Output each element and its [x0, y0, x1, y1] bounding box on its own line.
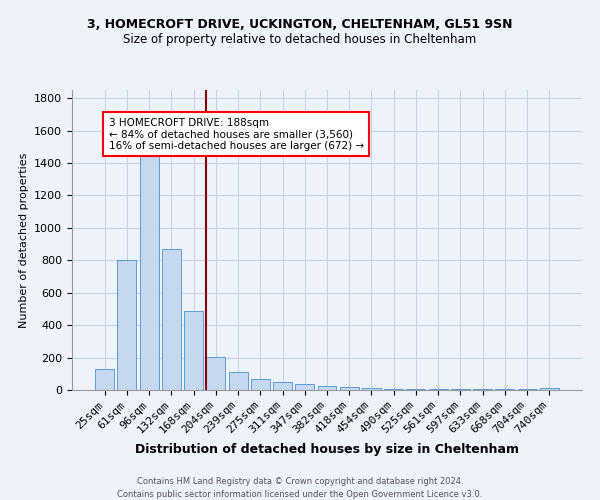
Bar [162, 249, 181, 390]
Bar [340, 387, 359, 390]
Text: Contains public sector information licensed under the Open Government Licence v3: Contains public sector information licen… [118, 490, 482, 499]
Text: Size of property relative to detached houses in Cheltenham: Size of property relative to detached ho… [124, 32, 476, 46]
Bar [118, 260, 136, 390]
Bar [451, 389, 470, 390]
Text: Contains HM Land Registry data © Crown copyright and database right 2024.: Contains HM Land Registry data © Crown c… [137, 478, 463, 486]
Bar [273, 382, 292, 390]
Bar [384, 388, 403, 390]
Bar [184, 310, 203, 390]
Text: 3, HOMECROFT DRIVE, UCKINGTON, CHELTENHAM, GL51 9SN: 3, HOMECROFT DRIVE, UCKINGTON, CHELTENHA… [87, 18, 513, 30]
Text: Distribution of detached houses by size in Cheltenham: Distribution of detached houses by size … [135, 442, 519, 456]
Bar [540, 388, 559, 390]
Bar [95, 369, 114, 390]
Bar [429, 389, 448, 390]
Bar [251, 378, 270, 390]
Y-axis label: Number of detached properties: Number of detached properties [19, 152, 29, 328]
Bar [206, 357, 225, 390]
Bar [406, 389, 425, 390]
Bar [362, 388, 381, 390]
Text: 3 HOMECROFT DRIVE: 188sqm
← 84% of detached houses are smaller (3,560)
16% of se: 3 HOMECROFT DRIVE: 188sqm ← 84% of detac… [109, 118, 364, 151]
Bar [140, 147, 158, 390]
Bar [295, 384, 314, 390]
Bar [317, 386, 337, 390]
Bar [229, 372, 248, 390]
